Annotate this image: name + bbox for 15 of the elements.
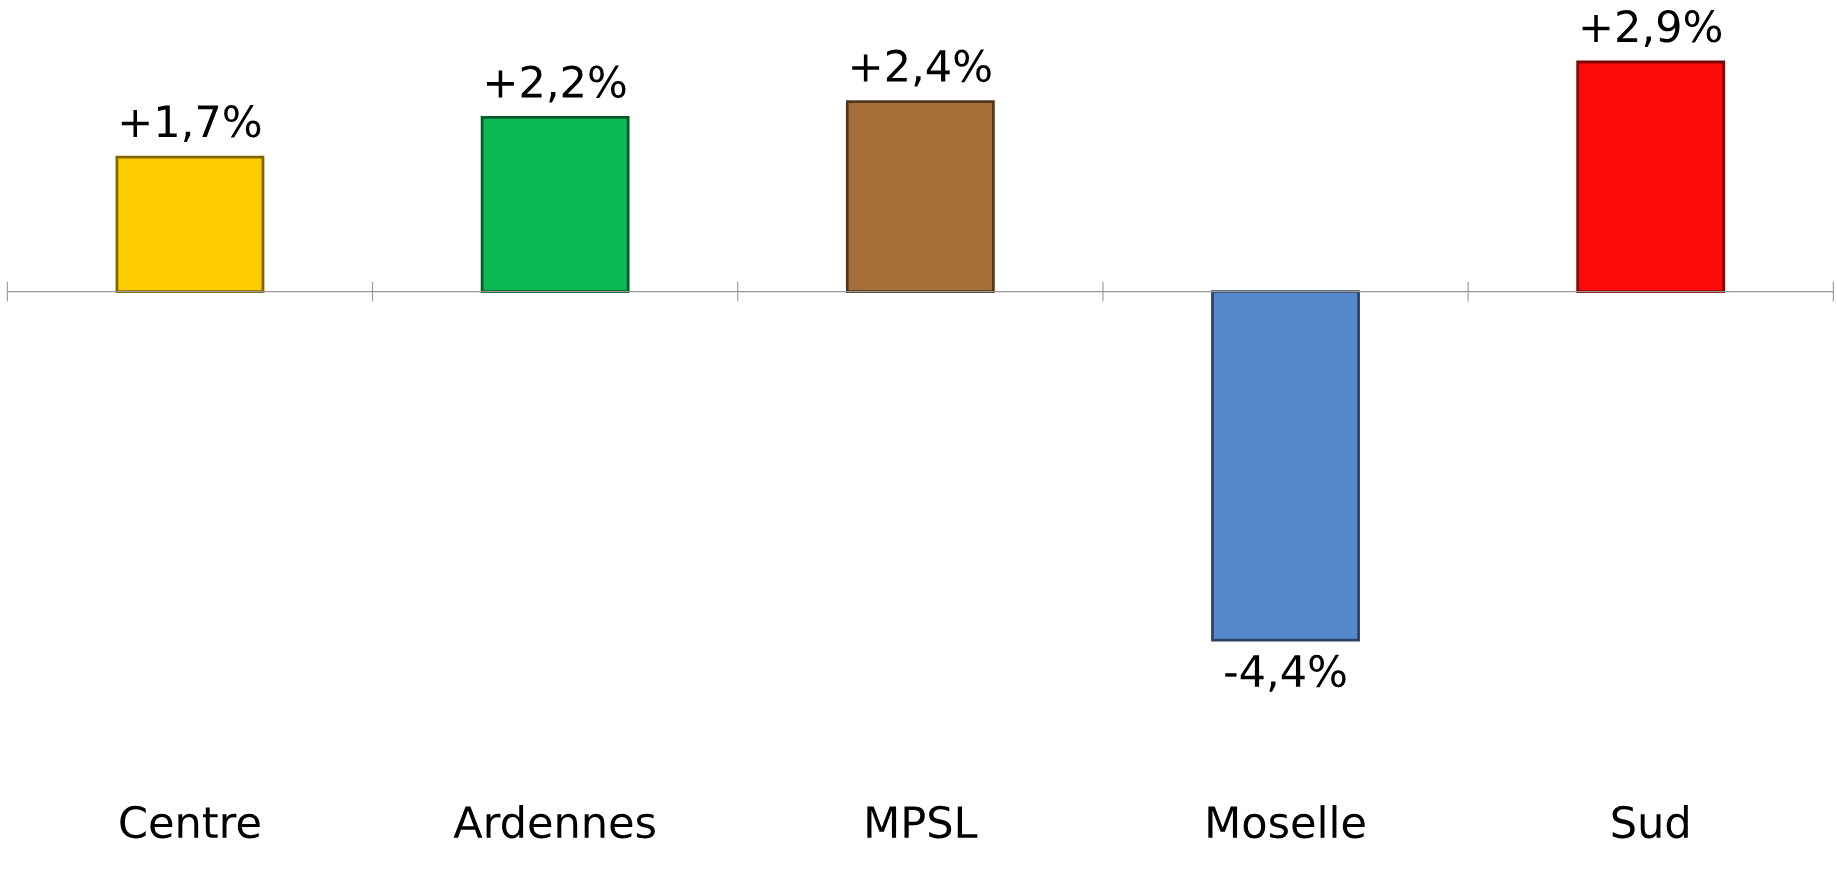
x-tick-label: Sud (1612, 805, 1688, 839)
x-tick-label: Ardennes (453, 805, 655, 839)
data-label: +2,2% (486, 65, 626, 103)
x-tick-label: MPSL (867, 805, 978, 839)
data-label: -4,4% (1225, 654, 1346, 692)
bar (845, 100, 995, 294)
bar (480, 116, 630, 294)
data-label: +2,9% (1582, 9, 1722, 47)
x-tick-label: Centre (120, 805, 260, 839)
bar (1211, 290, 1360, 642)
data-label: +1,7% (121, 105, 261, 142)
data-label: +2,4% (852, 49, 991, 87)
x-tick-label: Moselle (1208, 805, 1365, 839)
bar (1576, 60, 1726, 294)
bar (115, 155, 265, 294)
